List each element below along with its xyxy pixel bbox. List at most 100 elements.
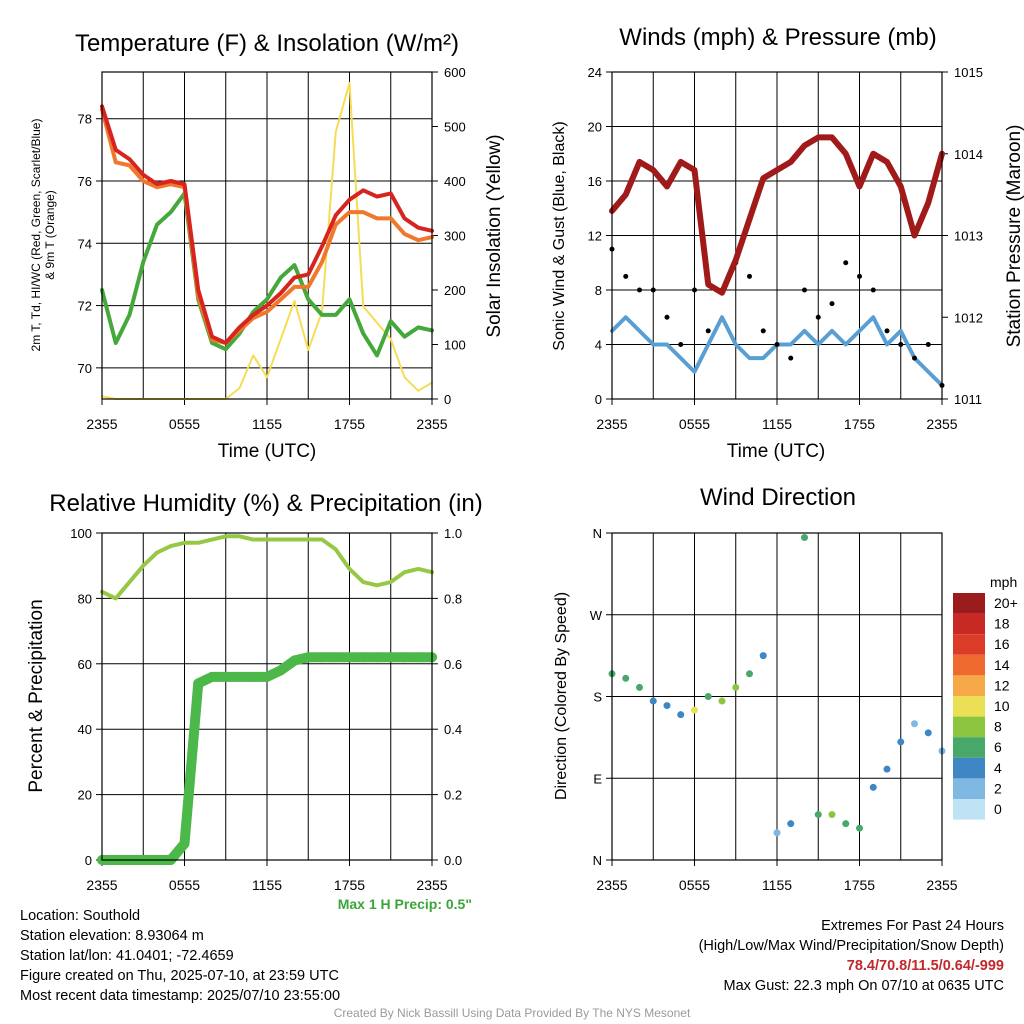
y-tick-label: 40 xyxy=(78,722,92,737)
latlon-text: Station lat/lon: 41.0401; -72.4659 xyxy=(20,948,234,964)
direction-point xyxy=(801,534,808,542)
location-text: Location: Southold xyxy=(20,908,141,924)
gust-point xyxy=(829,301,835,307)
temp-ylabel-left-1: 2m T, Td, HI/WC (Red, Green, Scarlet/Blu… xyxy=(29,119,43,352)
precip-point xyxy=(207,671,217,682)
temp-xlabel: Time (UTC) xyxy=(218,441,317,462)
rh-panel-title: Relative Humidity (%) & Precipitation (i… xyxy=(49,490,482,517)
created-text: Figure created on Thu, 2025-07-10, at 23… xyxy=(20,968,339,984)
gust-point xyxy=(898,342,904,347)
direction-point xyxy=(649,697,657,705)
y-tick-label: S xyxy=(593,690,602,705)
y-right-tick-label: 0.4 xyxy=(444,722,462,737)
direction-point xyxy=(787,820,795,828)
temp-9m-line xyxy=(100,107,434,345)
y-right-tick-label: 500 xyxy=(444,120,466,135)
y-right-tick-label: 1014 xyxy=(954,147,983,162)
gust-point xyxy=(912,355,917,361)
direction-point xyxy=(869,783,877,791)
x-tick-label: 1155 xyxy=(252,416,282,432)
precip-point xyxy=(413,652,424,663)
precip-point xyxy=(385,652,396,663)
y-right-tick-label: 0.0 xyxy=(444,853,462,868)
temp-plot: 70 72 74 76 78 2355 0555 1155 1755 2355 0 100 200 300… xyxy=(78,65,466,432)
direction-point xyxy=(911,720,918,728)
y-right-tick-label: 200 xyxy=(444,283,466,298)
x-tick-label: 2355 xyxy=(416,416,447,432)
y-right-tick-label: 1012 xyxy=(954,310,983,325)
direction-point xyxy=(814,811,822,819)
direction-point xyxy=(759,652,767,660)
x-tick-label: 0555 xyxy=(679,416,710,432)
x-tick-label: 2355 xyxy=(416,877,447,893)
legend-label: 2 xyxy=(994,780,1002,796)
precip-point xyxy=(179,838,190,849)
gust-point xyxy=(623,273,629,279)
x-tick-label: 2355 xyxy=(926,416,957,432)
legend-label: 18 xyxy=(994,616,1010,632)
direction-point xyxy=(773,829,781,837)
wind-panel-title: Winds (mph) & Pressure (mb) xyxy=(619,24,936,51)
direction-point xyxy=(704,693,712,700)
y-tick-label: 20 xyxy=(588,120,602,135)
gust-point xyxy=(857,273,862,279)
y-right-tick-label: 1015 xyxy=(954,65,983,80)
legend-label: 12 xyxy=(994,677,1010,693)
precip-point xyxy=(275,665,286,676)
wind-xlabel: Time (UTC) xyxy=(727,441,826,462)
gust-point xyxy=(747,273,752,279)
precip-point xyxy=(289,655,300,666)
direction-point xyxy=(677,711,685,719)
precip-point xyxy=(330,652,341,663)
x-tick-label: 2355 xyxy=(596,877,627,893)
legend-swatch xyxy=(953,593,985,614)
extremes-title: Extremes For Past 24 Hours xyxy=(821,918,1004,934)
legend-label: 14 xyxy=(994,657,1010,673)
temp-panel-title: Temperature (F) & Insolation (W/m²) xyxy=(75,30,459,57)
direction-point xyxy=(663,702,671,710)
gust-point xyxy=(925,342,931,347)
precip-point xyxy=(193,678,204,689)
gust-point xyxy=(664,314,670,320)
legend-label: 6 xyxy=(994,739,1002,755)
legend-swatch xyxy=(953,757,985,779)
gust-point xyxy=(788,355,794,361)
direction-point xyxy=(691,706,698,714)
y-tick-label: 76 xyxy=(78,174,92,189)
y-tick-label: N xyxy=(593,853,602,868)
extremes-info: Extremes For Past 24 Hours (High/Low/Max… xyxy=(699,916,1004,996)
legend-swatch xyxy=(953,634,985,655)
legend-label: 8 xyxy=(994,719,1002,735)
legend-title: mph xyxy=(990,574,1017,590)
dir-plot: N E S W N 2355 0555 1155 1755 2355 xyxy=(590,526,958,893)
legend-swatch xyxy=(953,716,985,738)
gust-point xyxy=(678,342,684,347)
gust-point xyxy=(774,342,780,347)
y-right-tick-label: 300 xyxy=(444,229,466,244)
y-right-tick-label: 0 xyxy=(444,392,451,407)
direction-point xyxy=(842,820,850,828)
y-tick-label: 72 xyxy=(78,299,92,314)
extremes-values: 78.4/70.8/11.5/0.64/-999 xyxy=(846,958,1004,974)
precip-point xyxy=(234,671,245,682)
x-tick-label: 1155 xyxy=(252,877,282,893)
x-tick-label: 1155 xyxy=(762,416,792,432)
legend-label: 10 xyxy=(994,698,1010,714)
temp-ylabel-left-2: & 9m T (Orange) xyxy=(43,190,57,280)
precip-point xyxy=(344,652,355,663)
x-tick-label: 0555 xyxy=(679,877,710,893)
y-tick-label: E xyxy=(593,771,602,786)
rh-line xyxy=(100,534,434,601)
gust-point xyxy=(802,287,807,293)
y-tick-label: 0 xyxy=(595,392,602,407)
x-tick-label: 1755 xyxy=(844,416,875,432)
plot-border xyxy=(611,71,943,400)
legend-swatch xyxy=(953,737,985,758)
y-tick-label: 20 xyxy=(78,788,92,803)
direction-point xyxy=(828,811,836,819)
x-tick-label: 2355 xyxy=(86,416,117,432)
gust-point xyxy=(843,260,849,266)
gust-point xyxy=(692,287,697,293)
plot-border xyxy=(101,532,433,861)
x-tick-label: 2355 xyxy=(596,416,627,432)
